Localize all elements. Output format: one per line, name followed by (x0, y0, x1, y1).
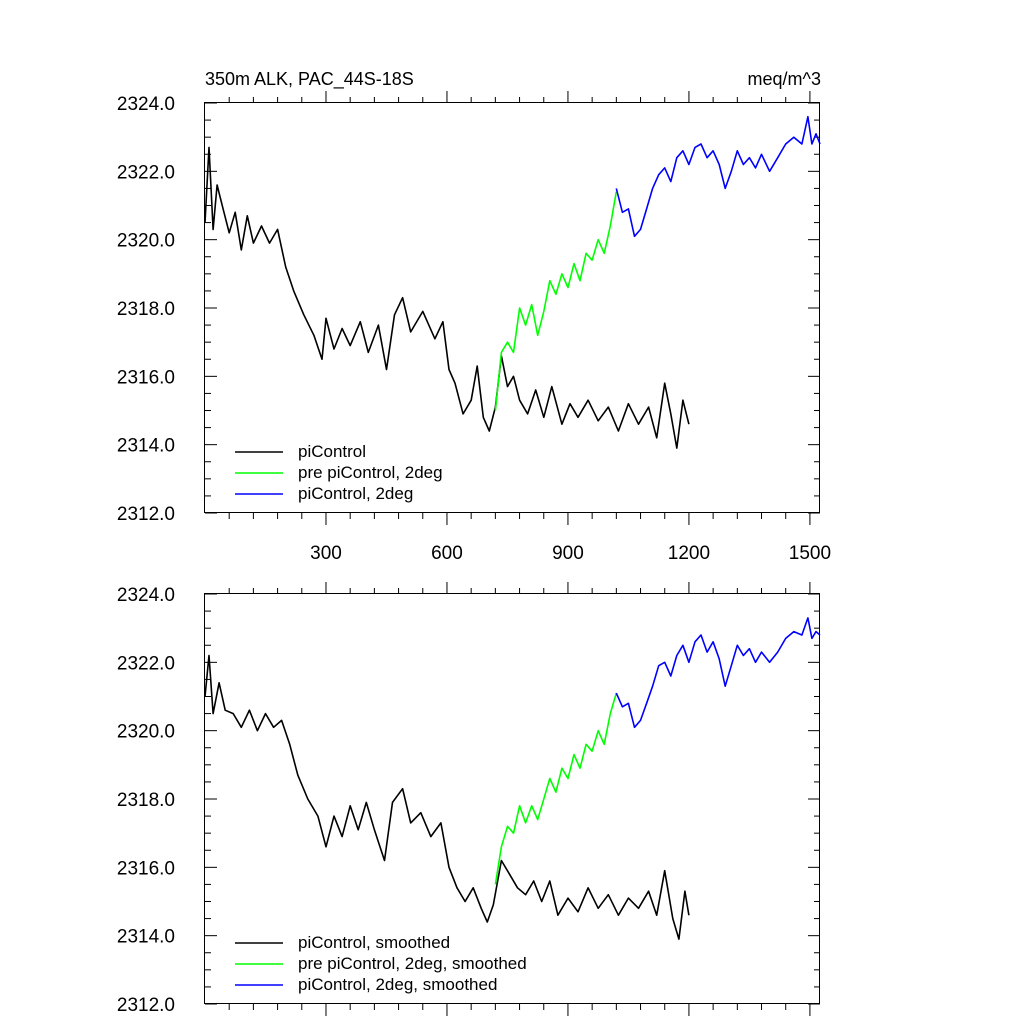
series-line-0 (204, 654, 690, 940)
legend-label: piControl (298, 442, 366, 461)
y-tick-label: 2322.0 (117, 162, 175, 183)
top-panel-legend: piControl pre piControl, 2deg piControl, 2… (235, 442, 443, 503)
top-panel-series (204, 115, 821, 449)
bottom-panel-legend: piControl, smoothed pre piControl, 2deg, … (235, 933, 527, 994)
y-tick-label: 2314.0 (117, 436, 175, 457)
bottom-panel-series (204, 617, 821, 940)
legend-label: piControl, 2deg (298, 484, 413, 503)
y-tick-label: 2318.0 (117, 790, 175, 811)
legend-label: piControl, 2deg, smoothed (298, 975, 497, 994)
y-tick-label: 2320.0 (117, 231, 175, 252)
top-panel-plot-frame (204, 102, 820, 513)
series-line-1 (494, 692, 618, 885)
series-line-2 (615, 617, 821, 729)
x-tick-label: 600 (431, 543, 463, 564)
legend-label: pre piControl, 2deg, smoothed (298, 954, 527, 973)
legend-label: pre piControl, 2deg (298, 463, 443, 482)
y-tick-label: 2320.0 (117, 722, 175, 743)
y-tick-label: 2322.0 (117, 653, 175, 674)
y-tick-label: 2316.0 (117, 367, 175, 388)
y-tick-label: 2324.0 (117, 94, 175, 115)
bottom-panel: 2312.0 2314.0 2316.0 2318.0 2320.0 2322.0 2324… (117, 582, 821, 1016)
chart-title: 350m ALK, PAC_44S-18S (205, 69, 414, 90)
x-tick-label: 900 (552, 543, 584, 564)
top-panel: 350m ALK, PAC_44S-18S meq/m^3 2312.0 2314… (117, 69, 831, 564)
y-tick-label: 2314.0 (117, 927, 175, 948)
legend-label: piControl, smoothed (298, 933, 450, 952)
y-tick-label: 2318.0 (117, 299, 175, 320)
chart-units-label: meq/m^3 (748, 69, 821, 89)
x-tick-label: 300 (310, 543, 342, 564)
x-tick-label: 1500 (789, 543, 831, 564)
y-tick-label: 2312.0 (117, 504, 175, 525)
top-panel-ticks: 2312.0 2314.0 2316.0 2318.0 2320.0 2322.0 2324… (117, 91, 831, 564)
y-tick-label: 2312.0 (117, 995, 175, 1016)
series-line-1 (494, 191, 618, 411)
y-tick-label: 2324.0 (117, 585, 175, 606)
y-tick-label: 2316.0 (117, 858, 175, 879)
bottom-panel-plot-frame (204, 593, 820, 1004)
series-line-0 (204, 146, 690, 449)
x-tick-label: 1200 (668, 543, 710, 564)
series-line-2 (615, 115, 821, 238)
